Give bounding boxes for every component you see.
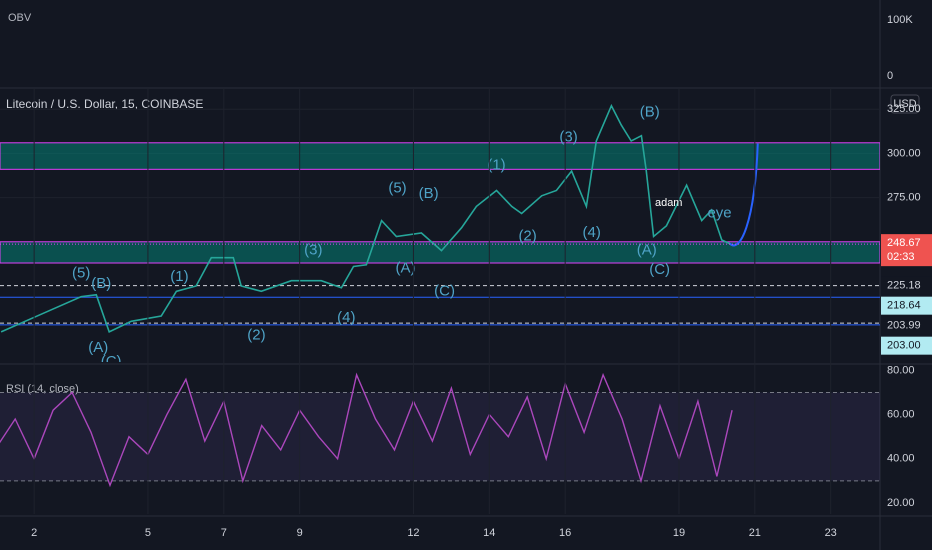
x-tick-label: 16 — [559, 527, 571, 539]
x-tick-label: 9 — [297, 527, 303, 539]
rsi-line — [0, 372, 733, 488]
x-tick-label: 21 — [749, 527, 761, 539]
wave-label: (4) — [337, 309, 355, 326]
price-label: 225.18 — [887, 280, 921, 292]
rsi-tick-label: 60.00 — [887, 409, 915, 421]
wave-label: (A) — [88, 339, 108, 356]
zone — [0, 142, 880, 170]
x-tick-label: 23 — [825, 527, 837, 539]
wave-label: (C) — [101, 353, 122, 370]
wave-label: (1) — [487, 157, 505, 174]
y-tick-label: 300.00 — [887, 147, 921, 159]
price-label-bg — [881, 276, 932, 295]
zone — [0, 241, 880, 264]
x-tick-label: 14 — [483, 527, 495, 539]
wave-label: (5) — [388, 180, 406, 197]
wave-label: (3) — [304, 242, 322, 259]
countdown: 02:33 — [887, 251, 915, 263]
wave-label: (C) — [434, 282, 455, 299]
y-tick-label: 275.00 — [887, 192, 921, 204]
wave-label: (B) — [91, 275, 111, 292]
wave-label: (B) — [640, 104, 660, 121]
price-label-bg — [881, 296, 932, 315]
wave-label: adam — [655, 197, 683, 209]
wave-label: (B) — [419, 185, 439, 202]
obv-tick: 0 — [887, 70, 893, 82]
wave-label: (1) — [170, 268, 188, 285]
price-line-series — [0, 103, 731, 334]
wave-label: (2) — [247, 326, 265, 343]
obv-tick: 100K — [887, 14, 913, 26]
price-label: 218.64 — [887, 300, 921, 312]
x-tick-label: 5 — [145, 527, 151, 539]
wave-label: (2) — [518, 227, 536, 244]
wave-label: (A) — [637, 242, 657, 259]
rsi-tick-label: 40.00 — [887, 453, 915, 465]
x-tick-label: 2 — [31, 527, 37, 539]
rsi-title: RSI (14, close) — [6, 383, 79, 395]
price-label: 203.99 — [887, 320, 921, 332]
rsi-tick-label: 80.00 — [887, 364, 915, 376]
projection-curve — [729, 143, 759, 247]
price-label-bg — [881, 336, 932, 355]
wave-label: (4) — [583, 224, 601, 241]
x-tick-label: 19 — [673, 527, 685, 539]
rsi-tick-label: 20.00 — [887, 497, 915, 509]
last-price-label: 248.67 — [887, 237, 921, 249]
wave-label: (A) — [395, 259, 415, 276]
wave-label: (C) — [649, 261, 670, 278]
price-label-bg — [881, 316, 932, 335]
rsi-band — [0, 392, 880, 481]
wave-label: eye — [707, 204, 731, 221]
chart-title[interactable]: Litecoin / U.S. Dollar, 15, COINBASE — [6, 97, 203, 111]
currency[interactable]: USD — [893, 98, 916, 110]
x-tick-label: 12 — [407, 527, 419, 539]
y-tick-label: 325.00 — [887, 103, 921, 115]
currency-button[interactable] — [890, 94, 920, 114]
wave-label: (5) — [72, 265, 90, 282]
x-tick-label: 7 — [221, 527, 227, 539]
obv-title: OBV — [8, 12, 32, 24]
last-price-bg — [881, 234, 932, 267]
price-label: 203.00 — [887, 340, 921, 352]
wave-label: (3) — [559, 128, 577, 145]
